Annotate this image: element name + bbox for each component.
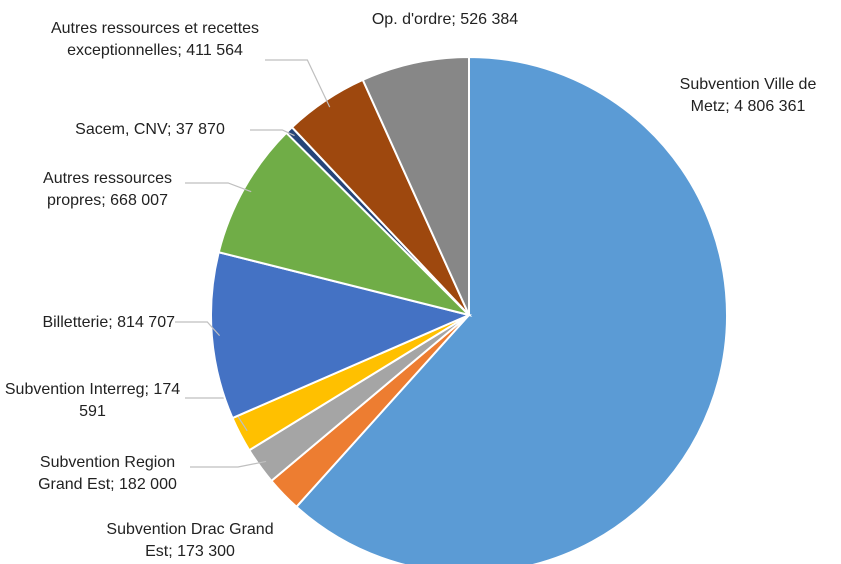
value-label: 526 384 (460, 11, 519, 28)
leader-line (190, 460, 267, 468)
data-label: Op. d'ordre; 526 384 (345, 9, 545, 31)
label-separator: ; (451, 11, 461, 28)
value-label: 668 007 (110, 192, 168, 209)
label-separator: ; (110, 476, 120, 493)
data-label: Autres ressources propres; 668 007 (20, 168, 195, 212)
pie-slice (217, 131, 473, 317)
label-separator: ; (144, 381, 154, 398)
value-label: 37 870 (175, 121, 225, 138)
data-label: Subvention Interreg; 174 591 (0, 379, 185, 423)
value-label: 411 564 (186, 42, 243, 59)
label-separator: ; (108, 314, 118, 331)
category-name: Subvention Drac Grand Est (106, 521, 274, 560)
data-label: Autres ressources et recettes exceptionn… (40, 18, 270, 62)
label-separator: ; (168, 543, 178, 560)
category-name: Subvention Region Grand Est (38, 454, 176, 493)
category-name: Autres ressources et recettes exceptionn… (50, 20, 260, 59)
category-name: Autres ressources propres (43, 170, 172, 209)
pie-slice (361, 55, 470, 316)
leader-line (175, 321, 221, 337)
value-label: 173 300 (177, 543, 235, 560)
data-label: Billetterie; 814 707 (0, 312, 175, 334)
value-label: 4 806 361 (734, 98, 806, 115)
leader-line (185, 182, 252, 193)
value-label: 182 000 (119, 476, 177, 493)
data-label: Subvention Ville de Metz; 4 806 361 (668, 74, 828, 118)
category-name: Sacem, CNV (75, 121, 168, 138)
category-name: Subvention Ville de Metz (679, 76, 817, 115)
data-label: Sacem, CNV; 37 870 (50, 119, 250, 141)
label-separator: ; (167, 121, 176, 138)
label-separator: ; (177, 42, 187, 59)
pie-slice (295, 55, 728, 564)
leader-line (265, 59, 331, 108)
category-name: Billetterie (42, 314, 109, 331)
data-label: Subvention Drac Grand Est; 173 300 (100, 519, 280, 563)
category-name: Subvention Interreg (4, 381, 145, 398)
label-separator: ; (101, 192, 111, 209)
data-label: Subvention Region Grand Est; 182 000 (20, 452, 195, 496)
value-label: 814 707 (117, 314, 175, 331)
label-separator: ; (725, 98, 735, 115)
pie-slice (210, 251, 473, 420)
category-name: Op. d'ordre (371, 11, 452, 28)
value-label: 174 591 (79, 381, 181, 420)
leader-line (250, 129, 295, 137)
